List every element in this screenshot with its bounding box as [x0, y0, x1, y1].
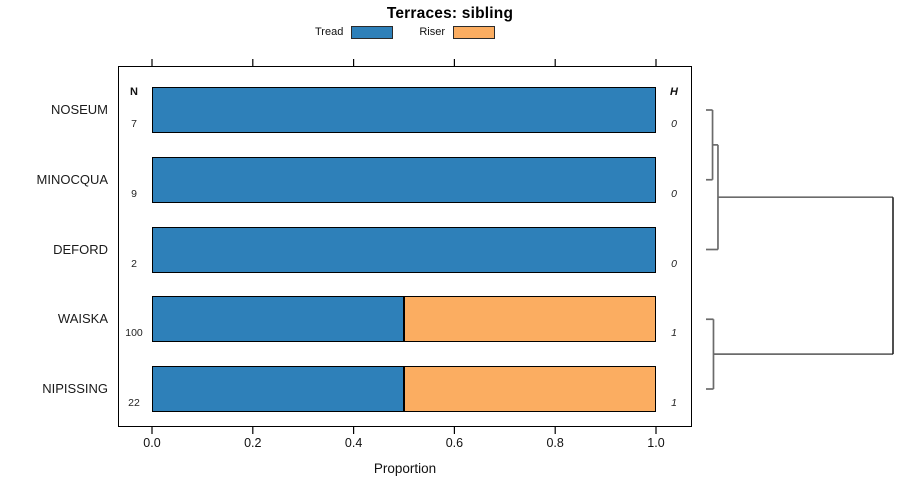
- x-tick-label: 0.2: [244, 436, 262, 450]
- n-value: 22: [128, 397, 140, 409]
- x-tick-label: 0.6: [445, 436, 464, 450]
- h-value: 1: [671, 327, 677, 340]
- category-label: WAISKA: [57, 311, 108, 327]
- x-tick-label: 0.4: [344, 436, 363, 450]
- x-tick-label: 1.0: [647, 436, 665, 450]
- n-column-header: N: [130, 86, 138, 98]
- legend-swatch: [453, 25, 495, 39]
- h-value: 1: [671, 397, 677, 409]
- bar-segment-tread: [152, 87, 656, 133]
- bar-segment-tread: [152, 226, 656, 273]
- n-value: 100: [125, 327, 143, 340]
- h-value: 0: [671, 257, 677, 270]
- bar-segment-tread: [152, 296, 404, 343]
- category-label: DEFORD: [53, 241, 108, 257]
- h-column-header: H: [670, 86, 678, 98]
- bar-segment-riser: [404, 296, 656, 343]
- legend-label: Tread: [315, 26, 344, 38]
- bar-segment-tread: [152, 366, 404, 412]
- legend-entry-tread: Tread: [315, 25, 394, 39]
- h-value: 0: [671, 187, 677, 200]
- legend-swatch: [351, 25, 394, 39]
- n-value: 7: [131, 118, 137, 130]
- category-label: NIPISSING: [42, 381, 108, 396]
- n-value: 2: [131, 257, 137, 270]
- legend: Tread Riser: [0, 24, 810, 40]
- category-label: MINOCQUA: [36, 171, 109, 187]
- n-value: 9: [131, 187, 137, 200]
- h-value: 0: [671, 118, 677, 130]
- bar-segment-riser: [404, 366, 656, 412]
- legend-entry-riser: Riser: [419, 25, 495, 39]
- x-tick-label: 0.0: [143, 436, 161, 450]
- legend-label: Riser: [419, 26, 445, 38]
- category-label: NOSEUM: [50, 102, 108, 117]
- x-tick-label: 0.8: [546, 436, 564, 450]
- chart-title: Terraces: sibling: [386, 5, 514, 22]
- bar-segment-tread: [152, 156, 656, 203]
- x-axis-label: Proportion: [373, 461, 437, 476]
